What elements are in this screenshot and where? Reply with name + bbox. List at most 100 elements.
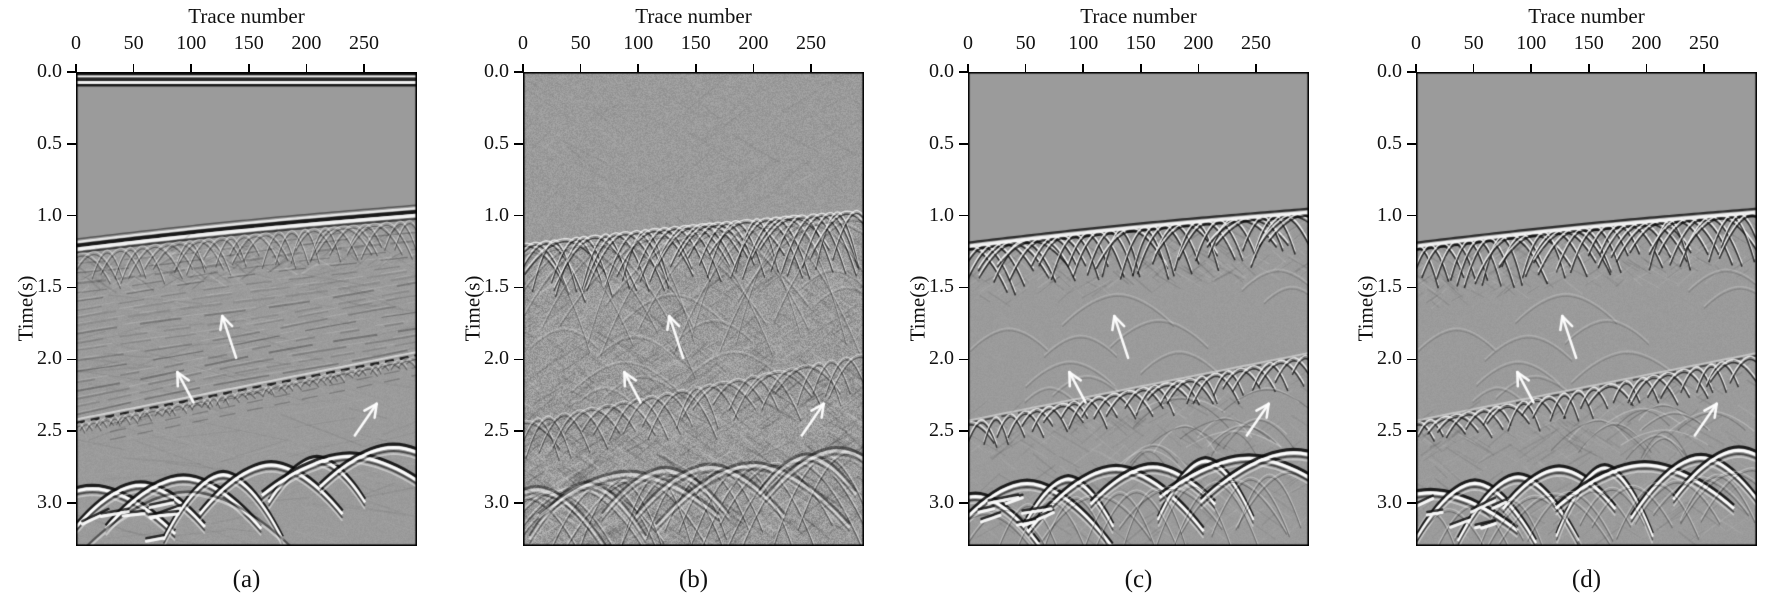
x-tick-label: 150: [680, 32, 711, 54]
y-tick-label: 2.5: [37, 419, 62, 442]
x-tick-mark: [1082, 64, 1084, 72]
x-tick-mark: [1415, 64, 1417, 72]
x-tick-mark: [1255, 64, 1257, 72]
seismic-image-c: [968, 72, 1309, 546]
y-tick-label: 0.5: [484, 131, 509, 154]
y-axis-title-c: Time(s): [905, 275, 930, 342]
x-tick-mark: [363, 64, 365, 72]
y-tick-label: 0.5: [1377, 131, 1402, 154]
seismic-image-a: [76, 72, 417, 546]
y-tick-mark: [67, 430, 76, 432]
x-tick-mark: [810, 64, 812, 72]
y-tick-mark: [67, 214, 76, 217]
y-tick-mark: [959, 358, 968, 361]
y-tick-mark: [514, 71, 523, 73]
y-tick-mark: [959, 143, 968, 145]
seismic-image-b: [523, 72, 864, 546]
y-tick-mark: [514, 430, 523, 432]
panel-d: Trace number 0 50 100 150 200 250 0.0 0.5 1.0 1.5 2…: [1340, 0, 1774, 609]
x-tick-mark: [1645, 64, 1648, 72]
x-tick-label: 200: [291, 32, 322, 54]
x-tick-mark: [305, 64, 308, 72]
y-tick-label: 1.5: [1377, 275, 1402, 298]
y-tick-label: 1.5: [484, 275, 509, 298]
y-tick-mark: [514, 502, 523, 504]
x-tick-mark: [1530, 64, 1532, 72]
y-tick-label: 0.5: [37, 131, 62, 154]
y-axis-title-a: Time(s): [13, 275, 38, 342]
panel-caption-d: (d): [1571, 566, 1602, 593]
x-tick-mark: [190, 64, 192, 72]
x-tick-label: 100: [176, 32, 207, 54]
x-tick-mark: [579, 64, 582, 72]
x-axis-title-b: Trace number: [635, 4, 752, 28]
panel-caption-b: (b): [678, 566, 709, 593]
y-tick-mark: [514, 143, 523, 145]
x-tick-label: 50: [570, 32, 591, 54]
x-tick-label: 250: [1689, 32, 1719, 54]
y-tick-label: 2.5: [1377, 419, 1402, 442]
x-tick-label: 250: [1241, 32, 1271, 54]
x-axis-title-c: Trace number: [1080, 4, 1197, 28]
x-tick-label: 0: [963, 32, 973, 54]
x-tick-mark: [1588, 64, 1590, 72]
y-tick-mark: [67, 71, 76, 73]
y-tick-mark: [67, 143, 76, 145]
x-tick-label: 50: [1463, 32, 1484, 54]
x-tick-label: 100: [1068, 32, 1099, 54]
y-tick-label: 3.0: [484, 490, 509, 513]
y-axis-title-d: Time(s): [1353, 275, 1378, 342]
x-tick-label: 200: [738, 32, 769, 54]
x-tick-mark: [522, 64, 524, 72]
x-tick-mark: [132, 64, 135, 72]
x-tick-mark: [1703, 64, 1705, 72]
y-tick-label: 2.0: [37, 347, 62, 370]
y-tick-mark: [1407, 143, 1416, 145]
y-tick-label: 0.0: [484, 60, 509, 82]
y-tick-mark: [959, 71, 968, 73]
x-tick-label: 0: [71, 32, 81, 54]
y-tick-label: 3.0: [1377, 490, 1402, 513]
x-tick-label: 200: [1631, 32, 1662, 54]
y-tick-label: 3.0: [929, 490, 954, 513]
x-tick-mark: [637, 64, 639, 72]
y-tick-label: 2.0: [1377, 347, 1402, 370]
x-tick-mark: [1140, 64, 1142, 72]
y-tick-label: 0.0: [929, 60, 954, 82]
y-tick-label: 1.5: [37, 275, 62, 298]
panel-a: Trace number 0 50 100 150 200 250 0.0 0.5 1.0 1.5 2…: [0, 0, 443, 609]
x-tick-label: 150: [1573, 32, 1604, 54]
y-tick-mark: [959, 502, 968, 504]
y-tick-mark: [959, 214, 968, 217]
x-tick-label: 150: [233, 32, 264, 54]
x-tick-label: 150: [1125, 32, 1156, 54]
x-tick-mark: [967, 64, 969, 72]
y-tick-label: 0.0: [1377, 60, 1402, 82]
x-tick-label: 100: [623, 32, 654, 54]
x-tick-label: 0: [518, 32, 528, 54]
y-tick-mark: [514, 286, 523, 289]
y-tick-label: 2.5: [484, 419, 509, 442]
x-axis-title-a: Trace number: [188, 4, 305, 28]
x-tick-label: 50: [123, 32, 144, 54]
y-tick-mark: [67, 358, 76, 361]
y-tick-label: 1.0: [929, 203, 954, 226]
y-tick-mark: [1407, 430, 1416, 432]
panel-b: Trace number 0 50 100 150 200 250 0.0 0.5 1.0 1.5 2…: [447, 0, 890, 609]
x-tick-mark: [695, 64, 697, 72]
x-tick-label: 250: [349, 32, 379, 54]
x-tick-mark: [1197, 64, 1200, 72]
seismic-image-d: [1416, 72, 1757, 546]
y-tick-mark: [67, 502, 76, 504]
x-tick-label: 250: [796, 32, 826, 54]
y-tick-mark: [959, 286, 968, 289]
panel-caption-a: (a): [232, 566, 261, 593]
panel-c: Trace number 0 50 100 150 200 250 0.0 0.5 1.0 1.5 2…: [892, 0, 1335, 609]
x-tick-mark: [248, 64, 250, 72]
y-tick-mark: [1407, 71, 1416, 73]
y-tick-mark: [514, 214, 523, 217]
y-tick-mark: [1407, 358, 1416, 361]
x-axis-title-d: Trace number: [1528, 4, 1645, 28]
y-tick-mark: [959, 430, 968, 432]
